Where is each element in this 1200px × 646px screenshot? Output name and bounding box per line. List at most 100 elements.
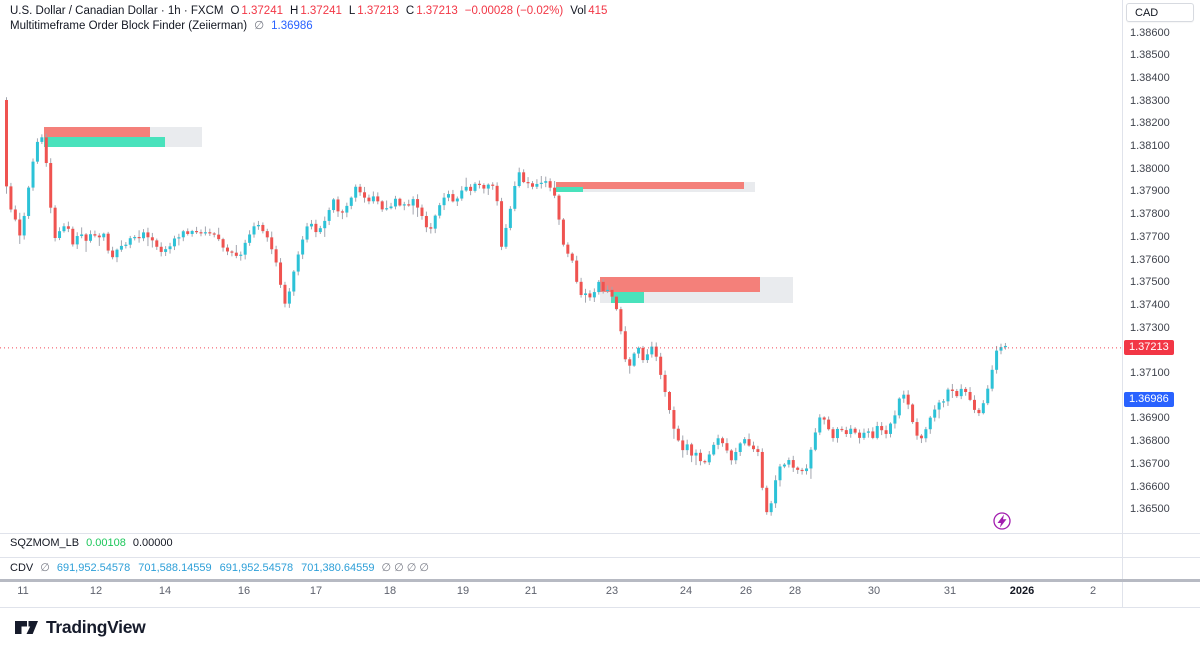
price-axis-label: 1.38600	[1130, 26, 1170, 39]
candle-body	[124, 244, 128, 246]
indicator-name[interactable]: Multitimeframe Order Block Finder (Zeiie…	[10, 20, 248, 32]
ohlc-high: H 1.37241	[290, 5, 342, 17]
candle-body	[367, 197, 371, 202]
tradingview-logo[interactable]: TradingView	[14, 617, 146, 638]
sqzmom-value2: 0.00000	[132, 537, 173, 549]
candle-body	[133, 237, 137, 239]
time-axis-label: 2	[1089, 585, 1097, 597]
candle-body	[31, 161, 35, 188]
candle-wick	[81, 227, 83, 239]
candle-wick	[943, 399, 945, 408]
indicator-value: 1.36986	[271, 20, 313, 32]
candle-body	[566, 244, 570, 254]
candle-body	[990, 369, 994, 389]
cdv-value: 691,952.54578	[56, 562, 131, 574]
candle-body	[287, 291, 291, 304]
cdv-trailing-values: ∅ ∅ ∅ ∅	[381, 562, 430, 574]
sqzmom-title[interactable]: SQZMOM_LB	[10, 537, 80, 549]
candle-wick	[797, 466, 799, 474]
time-axis[interactable]: 11 12 14 16 17 18 19 21 23 24 26 28 30 31 2026 2	[0, 585, 1122, 605]
candle-body	[844, 430, 848, 435]
candle-body	[610, 289, 614, 297]
candle-body	[809, 449, 813, 469]
candle-body	[672, 410, 676, 429]
candle-body	[217, 234, 221, 240]
time-axis-divider[interactable]	[0, 579, 1200, 582]
candle-body	[707, 454, 711, 463]
candle-body	[592, 292, 596, 298]
candle-body	[827, 419, 831, 430]
candle-body	[248, 234, 252, 243]
candle-body	[508, 208, 512, 228]
candle-body	[5, 100, 8, 187]
candle-body	[813, 432, 817, 450]
time-axis-label: 19	[456, 585, 470, 597]
candle-body	[915, 422, 919, 436]
sqzmom-value1: 0.00108	[86, 537, 126, 549]
price-axis[interactable]: CAD 1.38600 1.38500 1.38400 1.38300 1.38200 1…	[1122, 0, 1200, 608]
candle-body	[924, 429, 928, 439]
bottom-divider	[0, 607, 1200, 608]
candle-body	[62, 226, 66, 232]
candle-wick	[98, 233, 100, 246]
candle-body	[796, 467, 800, 470]
candle-body	[27, 187, 31, 216]
currency-button[interactable]: CAD	[1126, 3, 1194, 22]
candle-body	[318, 228, 322, 233]
ohlc-low: L 1.37213	[348, 5, 399, 17]
time-axis-label: 24	[679, 585, 693, 597]
chart-pane[interactable]: U.S. Dollar / Canadian Dollar · 1h · FXC…	[0, 0, 1122, 608]
price-axis-label: 1.38500	[1130, 49, 1170, 62]
ohlc-open: O 1.37241	[230, 5, 283, 17]
candle-wick	[540, 175, 542, 189]
time-axis-label: 17	[309, 585, 323, 597]
candle-body	[88, 234, 92, 241]
candle-body	[323, 220, 327, 229]
pane-divider[interactable]	[0, 533, 1200, 534]
candle-body	[230, 251, 234, 253]
candle-body	[606, 289, 610, 292]
candle-wick	[492, 182, 494, 190]
cdv-title[interactable]: CDV	[10, 562, 34, 574]
candle-body	[119, 245, 123, 250]
candle-body	[685, 444, 689, 451]
candle-body	[349, 197, 353, 206]
candle-body	[561, 219, 565, 245]
candle-body	[416, 199, 420, 208]
candle-body	[358, 186, 362, 193]
candle-body	[393, 198, 397, 207]
candle-body	[526, 182, 530, 184]
candle-body	[40, 137, 44, 142]
candle-body	[584, 293, 588, 295]
candle-body	[265, 231, 269, 238]
candle-body	[385, 208, 389, 210]
candle-body	[751, 445, 755, 450]
candle-body	[782, 464, 786, 467]
symbol-title[interactable]: U.S. Dollar / Canadian Dollar · 1h · FXC…	[10, 5, 224, 17]
candle-body	[332, 199, 336, 211]
candle-body	[22, 215, 26, 236]
candle-body	[305, 226, 309, 240]
candle-body	[301, 239, 305, 255]
candle-body	[208, 232, 212, 234]
time-axis-label: 12	[89, 585, 103, 597]
candle-body	[977, 409, 981, 414]
price-axis-label: 1.37900	[1130, 185, 1170, 198]
candle-body	[645, 354, 649, 361]
candle-body	[893, 415, 897, 424]
pane-divider[interactable]	[0, 557, 1200, 558]
price-axis-label: 1.37400	[1130, 298, 1170, 311]
candle-wick	[178, 233, 180, 246]
candle-body	[438, 205, 442, 216]
candle-body	[389, 206, 393, 209]
candle-wick	[94, 230, 96, 238]
candle-body	[314, 223, 318, 233]
candlestick-chart-canvas[interactable]	[0, 0, 1122, 608]
candle-wick	[231, 250, 233, 257]
price-axis-label: 1.36900	[1130, 412, 1170, 425]
candle-body	[75, 236, 79, 245]
candle-body	[35, 141, 39, 162]
candle-body	[831, 429, 835, 439]
candle-wick	[240, 251, 242, 261]
candle-body	[327, 210, 331, 221]
